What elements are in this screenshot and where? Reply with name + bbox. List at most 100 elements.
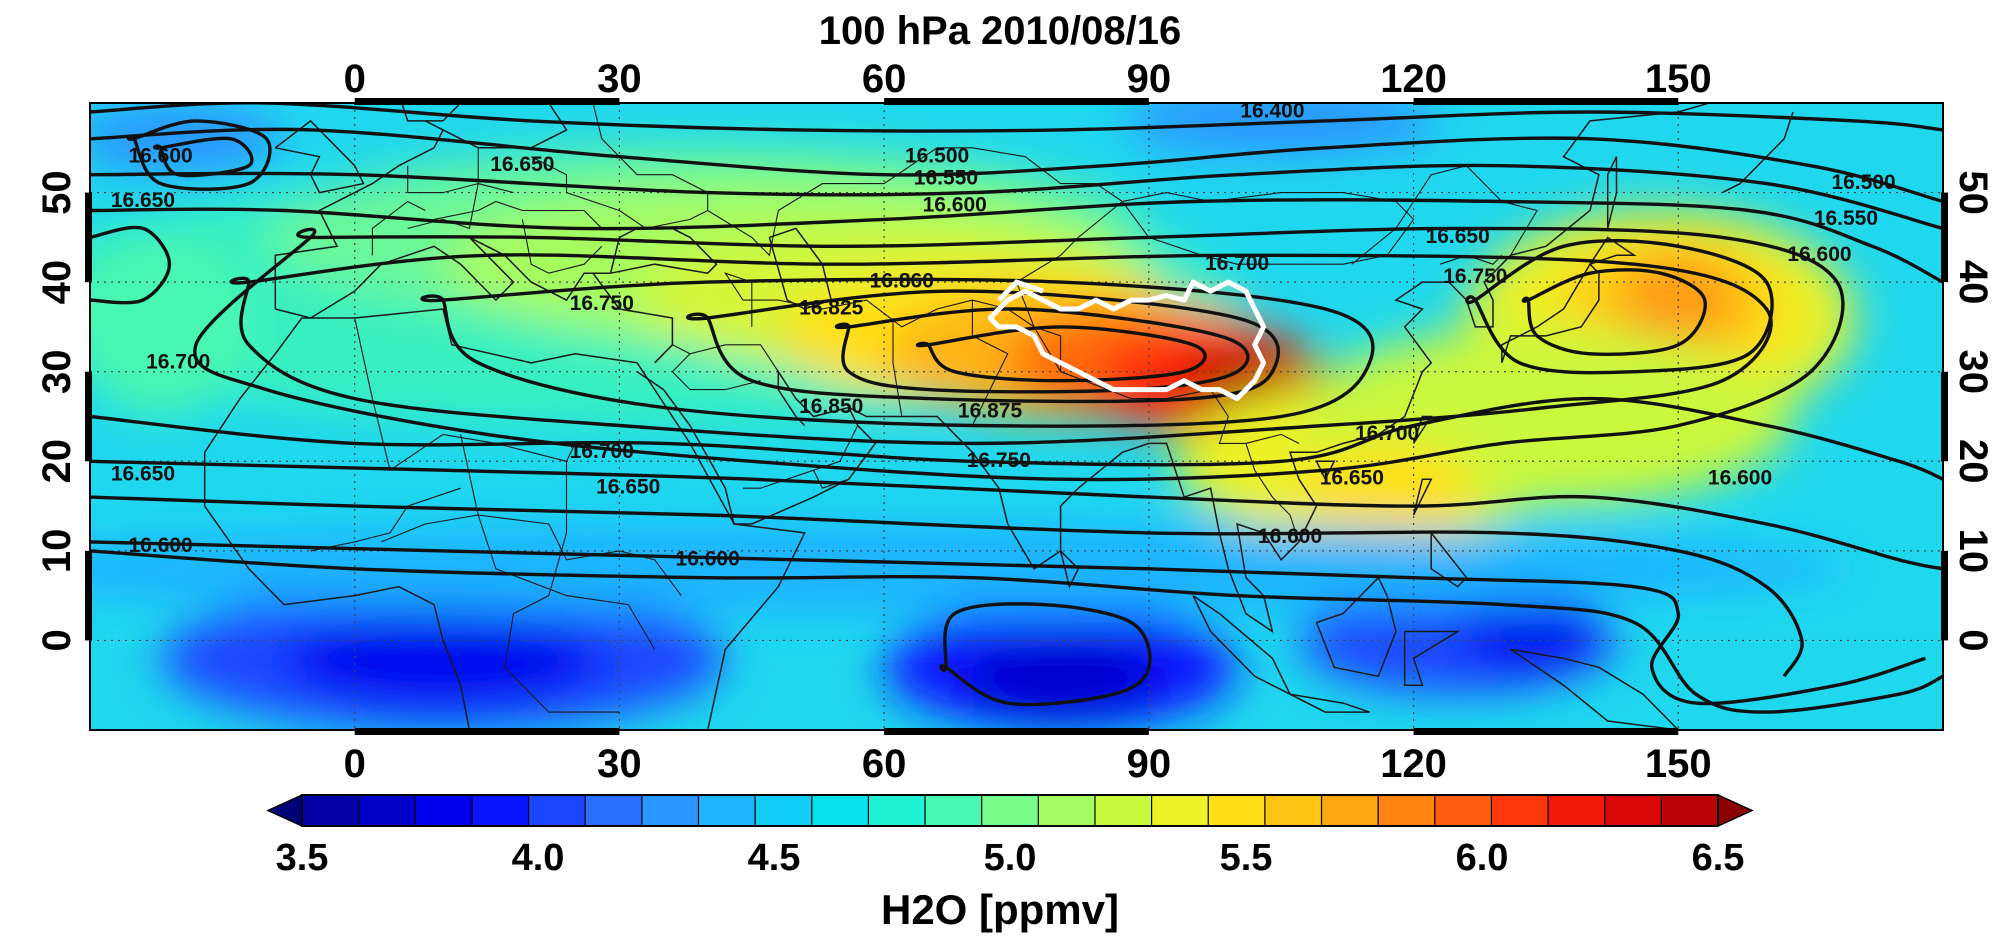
contour-label: 16.600 [1708,467,1772,490]
colorbar-swatch [358,794,417,827]
colorbar-swatch [811,794,870,827]
lat-tick-label-left: 0 [35,629,79,651]
lon-tick-label-bottom: 0 [344,742,366,786]
colorbar-tick-labels: 3.5 4.0 4.5 5.0 5.5 6.0 6.5 [276,837,1745,879]
lat-tick-label-right: 50 [1951,170,1995,215]
lon-tick-label-top: 30 [597,57,642,101]
contour-label: 16.500 [905,144,969,167]
contour-label: 16.600 [923,194,987,217]
colorbar-swatch [1264,794,1323,827]
lon-tick-label-top: 0 [344,57,366,101]
bottom-longitude-axis: 0 30 60 90 120 150 [344,742,1712,786]
colorbar-swatch [301,794,360,827]
lat-tick-label-right: 20 [1951,439,1995,484]
height-contours [90,103,1943,714]
tibetan-plateau-outline [987,279,1267,402]
lon-tick-label-top: 120 [1380,57,1447,101]
lon-tick-label-bottom: 30 [597,742,642,786]
contour-label: 16.650 [111,462,175,485]
contour-label: 16.600 [128,534,192,557]
colorbar-tick-label: 4.5 [748,837,801,879]
colorbar-swatch [1207,794,1266,827]
colorbar [266,793,1754,828]
contour-label: 16.860 [870,270,934,293]
lat-tick-label-right: 0 [1951,629,1995,651]
lon-tick-label-bottom: 120 [1380,742,1447,786]
lat-tick-label-left: 10 [35,529,79,574]
coastlines [203,103,1794,730]
contour-label: 16.750 [1443,265,1507,288]
contour-label: 16.650 [1320,467,1384,490]
colorbar-title: H2O [ppmv] [881,886,1119,933]
colorbar-tick-label: 6.5 [1692,837,1745,879]
colorbar-extend-low [266,793,303,828]
colorbar-tick-label: 5.5 [1220,837,1273,879]
contour-label: 16.750 [967,449,1031,472]
colorbar-extend-high [1717,793,1754,828]
lat-tick-label-right: 40 [1951,260,1995,305]
colorbar-swatch [1434,794,1493,827]
contour-label: 16.650 [1426,225,1490,248]
lat-tick-label-left: 40 [35,260,79,305]
contour-label: 16.700 [570,440,634,463]
colorbar-swatch [1604,794,1663,827]
colorbar-swatch [1037,794,1097,827]
colorbar-swatch [414,794,474,827]
contour-label: 16.550 [1814,207,1878,230]
colorbar-swatch [924,794,983,827]
colorbar-tick-label: 4.0 [512,837,565,879]
map-title: 100 hPa 2010/08/16 [819,9,1182,53]
colorbar-swatch [981,794,1040,827]
lon-tick-label-bottom: 150 [1645,742,1712,786]
contour-label: 16.650 [490,153,554,176]
contour-label: 16.400 [1240,100,1304,123]
colorbar-swatch [471,794,530,827]
colorbar-swatch [1660,794,1720,827]
frame-ticks [85,98,1948,735]
lon-tick-label-top: 60 [862,57,907,101]
contour-label: 16.600 [676,547,740,570]
contour-label: 16.550 [914,167,978,190]
contour-label: 16.875 [958,400,1023,423]
colorbar-swatch [1150,794,1210,827]
colorbar-tick-label: 3.5 [276,837,329,879]
lat-tick-label-left: 50 [35,170,79,215]
colorbar-swatch [1094,794,1153,827]
lon-tick-label-top: 90 [1127,57,1172,101]
colorbar-swatch [1320,794,1380,827]
right-latitude-axis: 0 10 20 30 40 50 [1951,170,1995,651]
contour-label: 16.825 [799,297,864,320]
colorbar-tick-label: 6.0 [1456,837,1509,879]
contour-label: 16.500 [1831,171,1895,194]
colorbar-swatch [867,794,927,827]
colorbar-swatch [584,794,643,827]
colorbar-swatch [1377,794,1436,827]
contour-label: 16.850 [799,395,863,418]
contour-label: 16.600 [128,144,192,167]
contour-label: 16.600 [1258,525,1322,548]
lat-tick-label-left: 30 [35,349,79,394]
contour-label: 16.700 [146,350,210,373]
top-longitude-axis: 0 30 60 90 120 150 [344,57,1712,101]
colorbar-swatch [697,794,757,827]
colorbar-swatch [754,794,813,827]
contour-label: 16.700 [1355,422,1419,445]
contour-label: 16.650 [596,476,660,499]
left-latitude-axis: 0 10 20 30 40 50 [35,170,79,651]
lat-tick-label-right: 30 [1951,349,1995,394]
colorbar-swatch [641,794,700,827]
colorbar-swatch [527,794,587,827]
contour-label: 16.650 [111,189,175,212]
lon-tick-label-bottom: 60 [862,742,907,786]
lon-tick-label-bottom: 90 [1127,742,1172,786]
contour-label: 16.600 [1787,243,1851,266]
lat-tick-label-right: 10 [1951,529,1995,574]
colorbar-swatch [1547,794,1606,827]
lat-tick-label-left: 20 [35,439,79,484]
lon-tick-label-top: 150 [1645,57,1712,101]
contour-label: 16.750 [570,292,634,315]
colorbar-swatch [1490,794,1550,827]
